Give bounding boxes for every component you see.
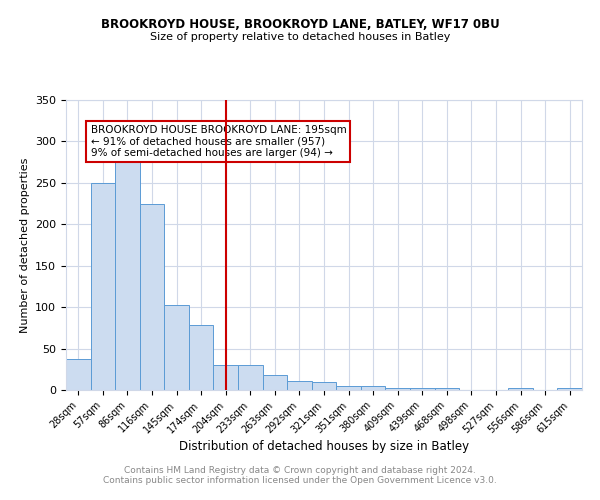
Text: Size of property relative to detached houses in Batley: Size of property relative to detached ho… <box>150 32 450 42</box>
Bar <box>263 375 287 390</box>
Bar <box>336 386 361 390</box>
Bar <box>66 358 91 390</box>
Bar <box>189 326 214 390</box>
Bar <box>361 386 385 390</box>
Bar <box>312 382 336 390</box>
Text: BROOKROYD HOUSE BROOKROYD LANE: 195sqm
← 91% of detached houses are smaller (957: BROOKROYD HOUSE BROOKROYD LANE: 195sqm ←… <box>91 125 346 158</box>
Bar <box>508 388 533 390</box>
Bar <box>385 388 410 390</box>
Bar <box>410 388 434 390</box>
X-axis label: Distribution of detached houses by size in Batley: Distribution of detached houses by size … <box>179 440 469 454</box>
Y-axis label: Number of detached properties: Number of detached properties <box>20 158 29 332</box>
Text: Contains HM Land Registry data © Crown copyright and database right 2024.
Contai: Contains HM Land Registry data © Crown c… <box>103 466 497 485</box>
Bar <box>214 365 238 390</box>
Bar <box>434 388 459 390</box>
Bar <box>91 183 115 390</box>
Bar <box>287 381 312 390</box>
Bar <box>164 304 189 390</box>
Bar <box>140 204 164 390</box>
Bar <box>238 365 263 390</box>
Text: BROOKROYD HOUSE, BROOKROYD LANE, BATLEY, WF17 0BU: BROOKROYD HOUSE, BROOKROYD LANE, BATLEY,… <box>101 18 499 30</box>
Bar <box>115 149 140 390</box>
Bar <box>557 388 582 390</box>
